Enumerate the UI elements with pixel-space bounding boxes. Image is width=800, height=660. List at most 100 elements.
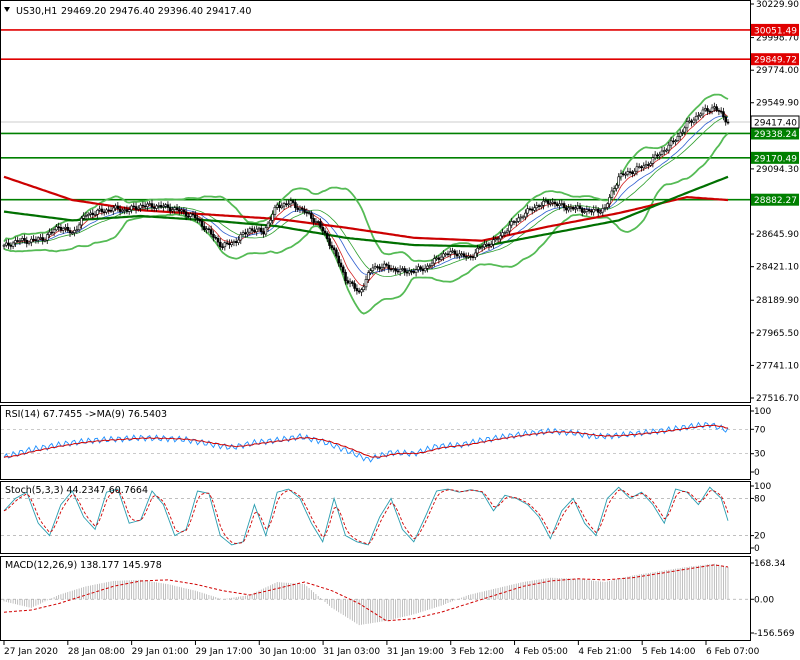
candle-body [196,217,199,220]
candle-body [394,268,397,272]
candle-body [300,207,304,210]
time-tick-label: 31 Jan 03:00 [323,647,380,657]
candle-body [264,227,268,235]
candle-body [665,149,668,152]
time-tick-label: 5 Feb 14:00 [642,647,696,657]
level-tag [751,193,799,206]
candle-body [392,268,395,270]
dropdown-triangle-icon[interactable] [4,7,10,12]
candle-body [371,267,375,271]
candle-body [180,209,183,212]
candle-body [526,208,529,214]
medium-ma-line [3,115,729,275]
candle-body [330,245,334,249]
last-price-label: 29417.40 [754,118,797,128]
candle-body [421,268,425,272]
price-tick-label: 29549.90 [756,99,799,109]
candle-body [458,253,461,257]
candle-body [681,131,684,134]
candle-body [73,230,76,233]
candle-body [464,256,468,258]
candle-body [530,208,534,211]
candle-body [168,207,172,212]
candle-body [398,268,402,273]
candle-body [385,263,388,266]
candle-body [555,203,559,206]
candle-body [157,205,161,207]
candle-body [32,238,35,241]
candle-body [282,203,286,207]
candle-body [191,213,195,216]
candle-body [148,203,152,205]
candle-body [203,226,206,231]
candle-body [184,211,188,217]
candle-body [653,154,657,158]
candle-body [36,237,40,241]
level-tag [751,23,799,36]
candle-body [417,266,420,270]
candle-body [489,244,493,247]
candle-body [146,203,149,207]
candle-body [537,205,541,207]
candle-body [533,207,536,211]
candle-body [214,237,218,239]
candle-body [442,253,445,258]
candle-body [325,232,329,239]
candle-body [246,231,249,235]
candle-body [462,253,466,257]
candle-body [250,228,254,231]
candle-body [571,207,575,210]
candle-body [171,209,174,212]
candle-body [225,242,229,245]
candle-body [355,288,359,292]
candle-body [266,222,270,229]
candle-body [524,212,527,218]
candle-body [380,267,384,270]
candle-body [651,157,655,164]
candle-body [360,289,363,293]
candle-body [414,269,418,273]
candle-body [473,252,477,258]
price-tick-label: 30229.90 [756,0,799,10]
rsi-tick-label: 0 [754,468,760,478]
rsi-tick-label: 70 [754,425,766,435]
candle-body [291,200,295,203]
candle-body [592,208,595,213]
stoch-panel-frame [0,481,751,554]
macd-tick-label: -156.569 [754,629,795,639]
candle-body [676,135,680,141]
candle-body [162,205,165,208]
candle-body [364,279,368,288]
price-plot [1,29,750,315]
candle-body [722,111,725,118]
candle-body [351,281,354,284]
candle-body [483,244,486,248]
candle-body [39,237,42,239]
rsi-tick-label: 100 [754,407,771,417]
candle-body [540,205,543,207]
candle-body [633,170,636,175]
candle-body [262,231,265,235]
candle-body [517,217,520,222]
candle-body [207,228,211,231]
candle-body [123,209,126,211]
candle-body [574,207,577,210]
candle-body [667,144,671,151]
candle-body [401,268,404,270]
candle-body [91,212,95,216]
candle-body [603,207,607,209]
candle-body [612,188,616,192]
candle-body [80,217,83,226]
candle-body [583,211,586,213]
price-tick-label: 28645.90 [756,230,799,240]
candle-body [77,224,81,231]
level-tag-label: 29338.24 [754,130,797,140]
candle-body [376,266,379,268]
price-panel-frame [0,0,751,403]
candle-body [505,230,509,233]
candle-body [82,215,85,219]
candle-body [321,226,325,232]
candle-body [55,226,58,231]
candle-body [437,257,441,260]
candle-body [569,207,573,209]
